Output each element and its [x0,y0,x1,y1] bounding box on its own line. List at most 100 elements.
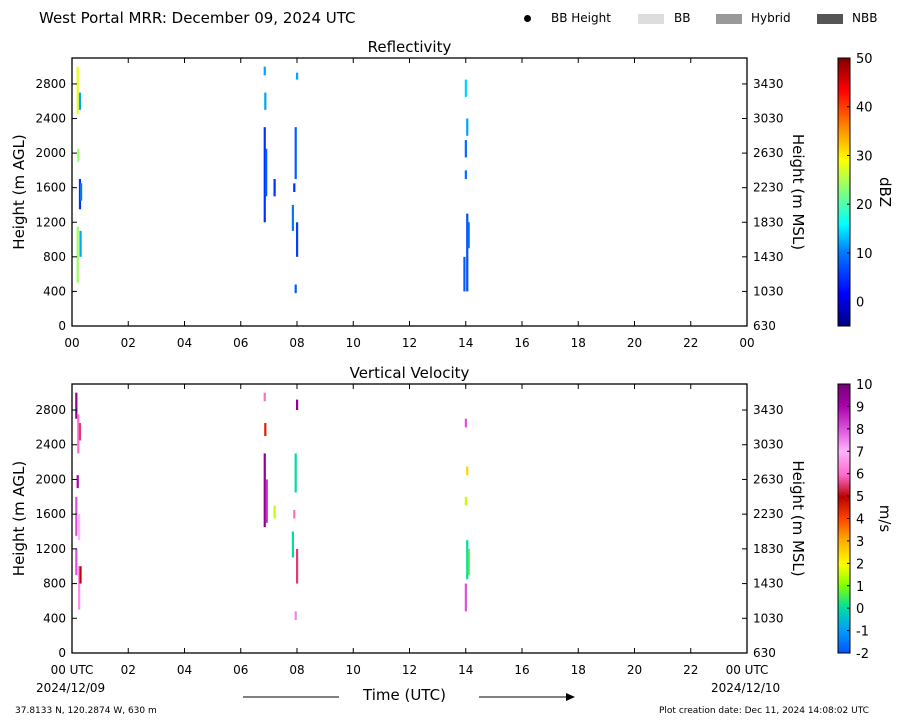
reflectivity-colorbar-tick-label: 10 [856,247,873,262]
vertical-velocity-colorbar-tick-label: 4 [856,513,864,528]
vertical-velocity-data-streak [464,583,467,612]
vertical-velocity-data-streak [75,392,78,419]
reflectivity-data-streak [296,222,299,257]
reflectivity-y-tick-label: 400 [43,284,66,298]
reflectivity-data-streak [294,127,297,180]
vertical-velocity-colorbar-tick-label: 5 [856,490,864,505]
reflectivity-frame [71,57,748,327]
reflectivity-y-tick-label: 0 [58,319,66,333]
reflectivity-x-tick-label: 20 [627,336,642,350]
reflectivity-x-tick-label: 00 [739,336,754,350]
reflectivity-data-streak [78,179,82,210]
vertical-velocity-y-axis-label: Height (m AGL) [10,461,28,576]
reflectivity-title: Reflectivity [368,38,452,56]
end-date: 2024/12/10 [711,681,781,695]
hybrid-swatch-icon [716,14,742,24]
bb-height-dot-icon [524,15,531,22]
reflectivity-x-tick-label: 02 [121,336,136,350]
vertical-velocity-data-streak [263,453,266,528]
nbb-swatch-icon [817,14,843,24]
reflectivity-x-tick-label: 10 [346,336,361,350]
vertical-velocity-colorbar-label: m/s [876,505,894,533]
reflectivity-data-streak [77,148,80,162]
vertical-velocity-x-tick-label: 06 [233,663,248,677]
reflectivity-y-tick-label: 2800 [35,77,66,91]
reflectivity-x-tick-label: 14 [458,336,473,350]
vertical-velocity-x-tick-label: 00 UTC [51,663,94,677]
vertical-velocity-data-streak [467,548,470,575]
legend-label-hybrid: Hybrid [751,11,791,25]
reflectivity-y2-tick-label: 1030 [753,284,784,298]
reflectivity-data-streak [263,127,266,223]
reflectivity-x-tick-label: 12 [402,336,417,350]
vertical-velocity-data-streak [264,423,267,437]
reflectivity-y-axis-label: Height (m AGL) [10,134,28,249]
reflectivity-y-tick-label: 1600 [35,181,66,195]
vertical-velocity-data-streak [466,540,469,580]
reflectivity-y-tick-label: 2000 [35,146,66,160]
reflectivity-y-tick-label: 1200 [35,215,66,229]
vertical-velocity-x-tick-label: 10 [346,663,361,677]
vertical-velocity-y2-tick-label: 3430 [753,403,784,417]
vertical-velocity-y2-tick-label: 1030 [753,611,784,625]
x-axis-title: Time (UTC) [363,686,446,704]
vertical-velocity-y2-axis-label: Height (m MSL) [789,460,807,576]
vertical-velocity-data-streak [466,466,469,476]
vertical-velocity-colorbar-tick-label: 9 [856,400,864,415]
reflectivity-data-streak [293,183,296,192]
vertical-velocity-colorbar-tick-label: -2 [856,647,869,662]
reflectivity-data-streak [466,118,469,136]
reflectivity-data-streak [291,204,294,231]
vertical-velocity-x-tick-label: 20 [627,663,642,677]
vertical-velocity-colorbar-tick-label: 7 [856,445,864,460]
vertical-velocity-colorbar-tick-label: 1 [856,580,864,595]
vertical-velocity-data-streak [294,453,297,493]
vertical-velocity-y2-tick-label: 630 [753,646,776,660]
location-text: 37.8133 N, 120.2874 W, 630 m [15,706,157,716]
reflectivity-data-streak [463,256,466,292]
reflectivity-colorbar-tick-label: 40 [856,101,873,116]
vertical-velocity-y-tick-label: 2000 [35,472,66,486]
vertical-velocity-data-streak [77,414,80,454]
reflectivity-y-tick-label: 2400 [35,112,66,126]
reflectivity-y2-tick-label: 1830 [753,215,784,229]
vertical-velocity-colorbar-tick-label: 3 [856,535,864,550]
reflectivity-y2-tick-label: 3030 [753,112,784,126]
reflectivity-x-tick-label: 04 [177,336,192,350]
reflectivity-data-streak [294,284,297,294]
reflectivity-colorbar-tick-label: 50 [856,52,873,67]
reflectivity-y2-tick-label: 630 [753,319,776,333]
reflectivity-y2-tick-label: 2630 [753,146,784,160]
vertical-velocity-colorbar-tick-label: 10 [856,378,873,393]
reflectivity-data-streak [464,140,467,158]
reflectivity-colorbar-tick-label: 20 [856,198,873,213]
legend-label-bb-height: BB Height [551,11,611,25]
vertical-velocity-frame [71,383,748,654]
vertical-velocity-data-streak [296,548,299,584]
vertical-velocity-x-tick-label: 16 [514,663,529,677]
vertical-velocity-colorbar-tick-label: 0 [856,602,864,617]
vertical-velocity-data-streak [78,514,81,541]
vertical-velocity-data-streak [273,505,276,519]
reflectivity-data-streak [467,222,470,249]
vertical-velocity-data-streak [78,566,81,610]
vertical-velocity-y-tick-label: 2400 [35,438,66,452]
vertical-velocity-data-streak [265,479,268,523]
reflectivity-data-streak [78,92,82,110]
vertical-velocity-data-streak [296,399,299,411]
reflectivity-y2-tick-label: 1430 [753,250,784,264]
creation-date: Plot creation date: Dec 11, 2024 14:08:0… [659,706,869,716]
vertical-velocity-y2-tick-label: 2630 [753,472,784,486]
vertical-velocity-colorbar-tick-label: 8 [856,423,864,438]
reflectivity-x-tick-label: 06 [233,336,248,350]
vertical-velocity-x-tick-label: 12 [402,663,417,677]
reflectivity-x-tick-label: 18 [571,336,586,350]
reflectivity-data-streak [79,230,82,257]
arrow-right-icon [566,693,575,701]
vertical-velocity-y-tick-label: 1200 [35,542,66,556]
reflectivity-x-tick-label: 00 [64,336,79,350]
reflectivity-data-streak [464,170,467,180]
reflectivity-data-streak [464,79,467,97]
